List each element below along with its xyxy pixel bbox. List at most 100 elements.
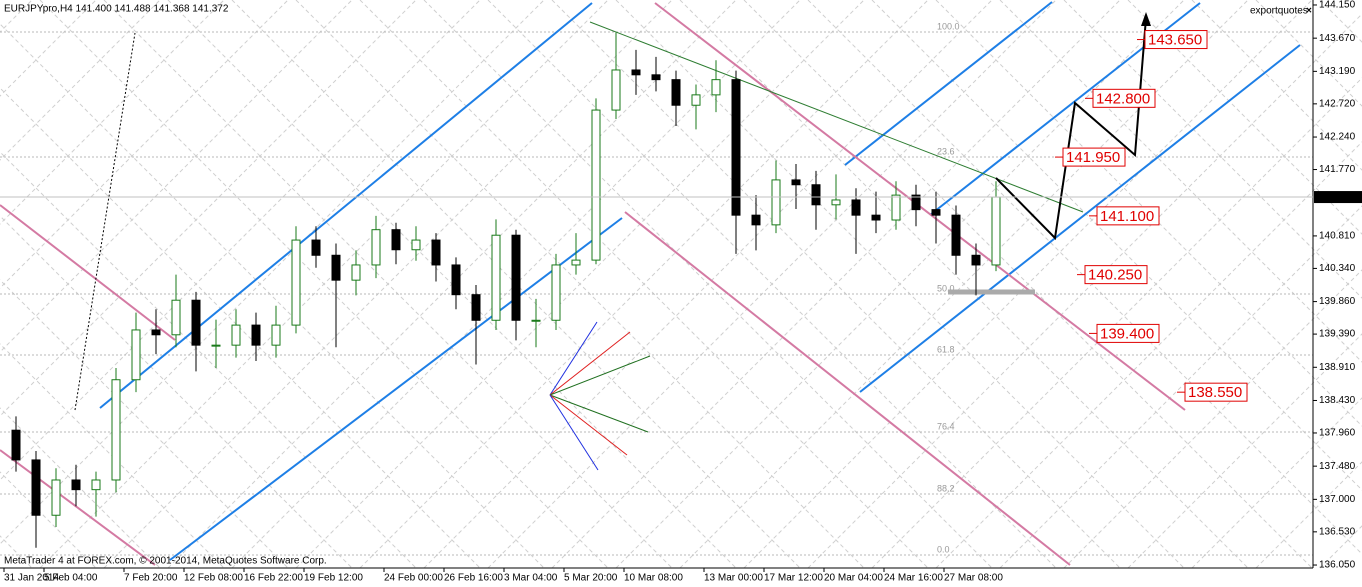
candle-body	[651, 74, 661, 81]
grid-diagonal	[743, 0, 1313, 569]
last-price-box	[1314, 191, 1362, 204]
indicator-label: exportquotes	[1250, 6, 1308, 17]
grid-diagonal	[103, 0, 673, 569]
candle-body	[931, 209, 941, 216]
grid-diagonal	[0, 0, 481, 481]
fibo-label: 100.0	[937, 21, 960, 31]
candle-body	[71, 479, 81, 491]
target-box	[1062, 147, 1126, 167]
x-tick-label: 19 Feb 12:00	[304, 573, 363, 584]
candle-body	[971, 254, 981, 266]
grid-diagonal	[999, 205, 1362, 569]
candle-body	[631, 69, 641, 76]
candle-body	[511, 234, 521, 321]
x-tick-label: 31 Jan 2014	[4, 573, 59, 584]
grid-diagonal	[1191, 397, 1362, 569]
y-tick-label: 140.810	[1319, 231, 1356, 242]
chart-title: EURJPYpro,H4 141.400 141.488 141.368 141…	[4, 4, 229, 15]
grid-diagonal	[1255, 461, 1362, 569]
candle-body	[771, 179, 781, 226]
x-tick-label: 24 Feb 00:00	[384, 573, 443, 584]
candle-body	[51, 479, 61, 516]
channel-line	[169, 217, 623, 561]
candle-body	[891, 194, 901, 221]
fan-line	[549, 394, 599, 471]
candle-body	[371, 229, 381, 266]
target-box	[1184, 382, 1248, 402]
candle-body	[231, 324, 241, 346]
target-label: 139.400	[1100, 325, 1154, 342]
fan-line	[549, 355, 651, 396]
projection-path	[995, 17, 1147, 241]
candle-body	[951, 214, 961, 256]
grid-diagonal	[1127, 0, 1362, 235]
candle-body	[311, 239, 321, 256]
y-tick-label: 143.190	[1319, 66, 1356, 77]
fibo-label: 61.8	[937, 344, 955, 354]
candle-body	[31, 459, 41, 516]
grid-diagonal	[0, 0, 353, 353]
grid-diagonal	[871, 77, 1362, 569]
candle-body	[91, 479, 101, 491]
candle-body	[491, 234, 501, 321]
x-tick-label: 24 Mar 16:00	[884, 573, 943, 584]
y-tick-label: 138.910	[1319, 362, 1356, 373]
candle-body	[911, 194, 921, 211]
target-box	[1084, 265, 1148, 285]
target-box	[1144, 30, 1208, 50]
fibo-label: 23.6	[937, 146, 955, 156]
candle-body	[211, 344, 221, 347]
grid-diagonal	[1127, 333, 1362, 569]
fan-line	[549, 331, 631, 396]
x-tick-label: 3 Mar 04:00	[504, 573, 558, 584]
close-button[interactable]: ×	[1306, 6, 1312, 17]
y-tick-label: 137.960	[1319, 428, 1356, 439]
fibo-label: 76.4	[937, 421, 955, 431]
candle-body	[111, 379, 121, 481]
x-tick-label: 7 Feb 20:00	[124, 573, 178, 584]
candle-body	[531, 319, 541, 322]
candle-body	[791, 179, 801, 186]
candle-body	[871, 214, 881, 221]
candle-body	[851, 199, 861, 216]
x-tick-label: 20 Mar 04:00	[824, 573, 883, 584]
fibo-label: 0.0	[937, 544, 950, 554]
candle-body	[431, 239, 441, 266]
target-label: 142.800	[1096, 90, 1150, 107]
channel-line	[0, 204, 176, 341]
y-tick-label: 136.530	[1319, 526, 1356, 537]
y-tick-label: 139.390	[1319, 329, 1356, 340]
x-tick-label: 26 Feb 16:00	[444, 573, 503, 584]
grid-diagonal	[1063, 269, 1362, 569]
candle-body	[411, 239, 421, 251]
candles	[11, 32, 1001, 548]
fibo-label: 50.0	[937, 283, 955, 293]
grid-diagonal	[679, 0, 1249, 569]
channel-line	[0, 449, 156, 566]
candle-body	[391, 229, 401, 251]
x-tick-label: 10 Mar 08:00	[624, 573, 683, 584]
target-box	[1092, 88, 1156, 108]
gann-grid: 100.0 23.6 50.0 61.8 76.4 88.2 0.0	[0, 0, 1362, 569]
grid-diagonal	[359, 0, 929, 569]
candle-body	[331, 254, 341, 281]
y-tick-label: 140.340	[1319, 263, 1356, 274]
candle-body	[731, 79, 741, 216]
candle-body	[191, 299, 201, 346]
y-tick-label: 137.000	[1319, 494, 1356, 505]
target-label: 138.550	[1188, 384, 1242, 401]
target-box	[1096, 323, 1160, 343]
grid-diagonal	[423, 0, 993, 569]
candle-body	[11, 429, 21, 461]
candle-body	[271, 324, 281, 346]
candle-body	[691, 94, 701, 106]
x-tick-label: 5 Mar 20:00	[564, 573, 618, 584]
fan	[549, 321, 651, 471]
candle-body	[131, 329, 141, 381]
arrow-head	[1141, 12, 1151, 26]
grid-diagonal	[295, 0, 865, 569]
target-box	[1096, 206, 1160, 226]
trend-line	[589, 21, 1084, 213]
fan-line	[549, 394, 649, 433]
